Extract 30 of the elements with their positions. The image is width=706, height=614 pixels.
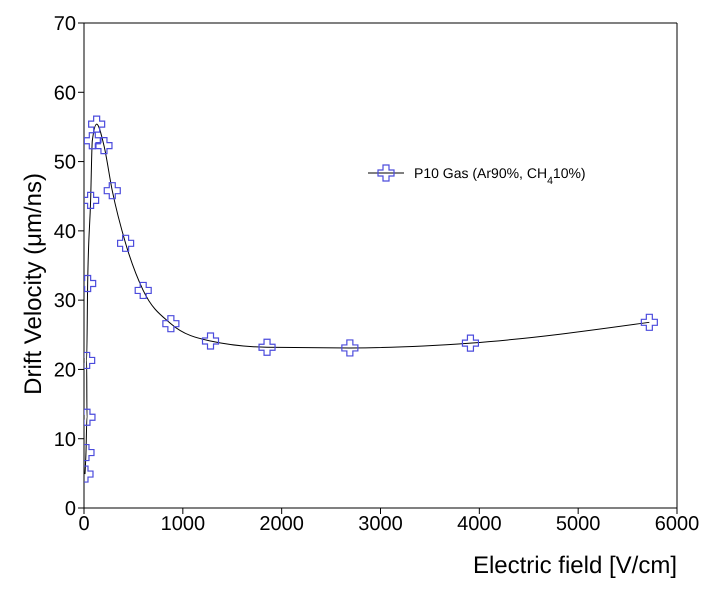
point <box>202 332 220 350</box>
point <box>84 132 101 150</box>
y-tick-label: 30 <box>54 290 76 312</box>
y-tick-label: 20 <box>54 360 76 382</box>
x-tick-label: 5000 <box>556 513 600 536</box>
point <box>462 334 480 352</box>
y-tick-label: 0 <box>64 498 76 520</box>
x-tick-label: 2000 <box>259 513 304 536</box>
point <box>134 282 152 300</box>
x-tick-label: 1000 <box>160 513 206 536</box>
x-tick-label: 6000 <box>654 513 700 536</box>
y-tick-label: 60 <box>54 82 76 104</box>
y-axis-title: Drift Velocity (μm/ns) <box>20 173 48 395</box>
legend-label: P10 Gas (Ar90%, CH$_{4}$10%) <box>414 165 586 187</box>
y-tick-label: 50 <box>54 152 76 174</box>
x-tick-label: 4000 <box>457 513 502 536</box>
point <box>95 137 113 154</box>
point <box>104 182 121 200</box>
point <box>640 314 658 331</box>
point <box>258 338 276 356</box>
x-tick-label: 0 <box>78 513 90 536</box>
point <box>162 315 180 332</box>
point <box>341 339 358 357</box>
point <box>88 116 106 133</box>
x-axis-title: Electric field [V/cm] <box>472 552 677 579</box>
point <box>117 234 134 252</box>
y-tick-label: 40 <box>54 220 76 243</box>
y-tick-label: 70 <box>54 13 76 36</box>
y-tick-label: 10 <box>54 428 76 451</box>
x-tick-label: 3000 <box>358 513 403 536</box>
